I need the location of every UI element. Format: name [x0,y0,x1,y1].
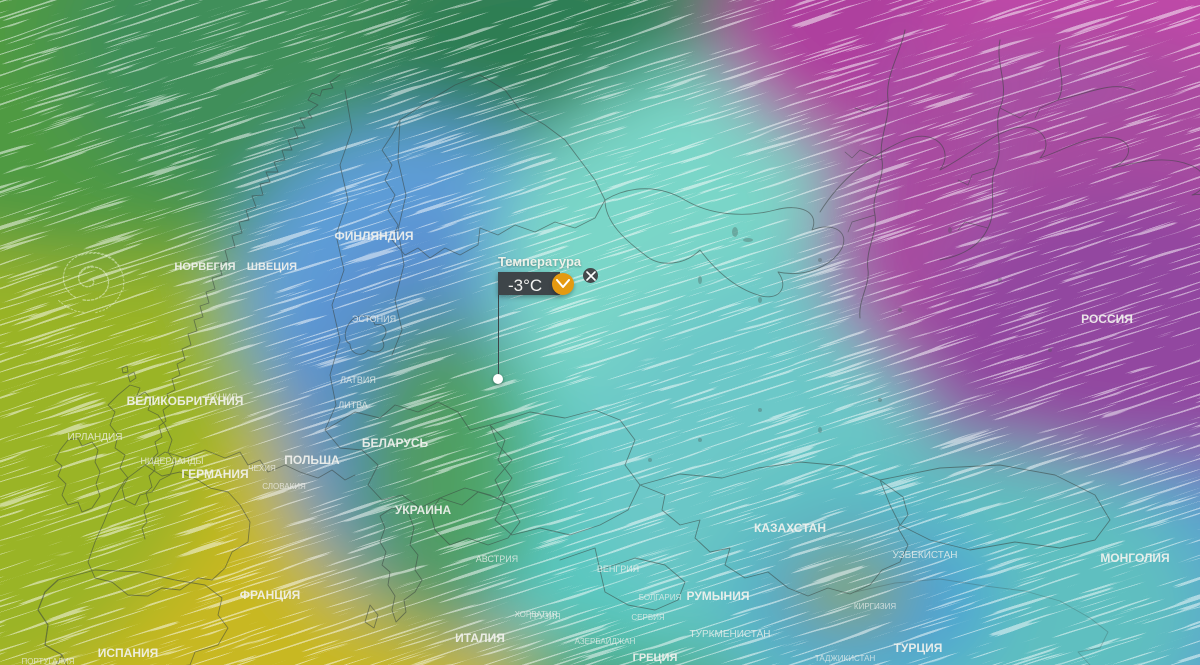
svg-text:АВСТРИЯ: АВСТРИЯ [476,554,518,564]
svg-text:ЛИТВА: ЛИТВА [338,400,368,410]
svg-text:ЧЕХИЯ: ЧЕХИЯ [248,464,276,473]
svg-text:ИТАЛИЯ: ИТАЛИЯ [455,631,505,645]
svg-text:СЛОВАКИЯ: СЛОВАКИЯ [262,482,306,491]
svg-text:ГРУЗИЯ: ГРУЗИЯ [530,612,561,621]
svg-text:ТУРЦИЯ: ТУРЦИЯ [894,641,943,655]
svg-text:ТУРКМЕНИСТАН: ТУРКМЕНИСТАН [690,629,771,640]
svg-text:РОССИЯ: РОССИЯ [1081,312,1133,326]
svg-text:ИСПАНИЯ: ИСПАНИЯ [98,646,159,660]
svg-text:НОРВЕГИЯ: НОРВЕГИЯ [174,261,235,273]
svg-text:КИРГИЗИЯ: КИРГИЗИЯ [854,602,896,611]
svg-text:НИДЕРЛАНДЫ: НИДЕРЛАНДЫ [140,456,203,466]
svg-text:БОЛГАРИЯ: БОЛГАРИЯ [639,593,682,602]
svg-text:ЭСТОНИЯ: ЭСТОНИЯ [352,314,396,324]
svg-text:ГРЕЦИЯ: ГРЕЦИЯ [633,652,678,664]
svg-text:ФИНЛЯНДИЯ: ФИНЛЯНДИЯ [334,229,413,243]
svg-text:СЕРБИЯ: СЕРБИЯ [631,613,664,622]
svg-text:ФРАНЦИЯ: ФРАНЦИЯ [240,588,301,602]
svg-text:ГЕРМАНИЯ: ГЕРМАНИЯ [181,467,248,481]
svg-text:АЗЕРБАЙДЖАН: АЗЕРБАЙДЖАН [575,637,636,646]
svg-text:РУМЫНИЯ: РУМЫНИЯ [687,589,750,603]
svg-text:ТАДЖИКИСТАН: ТАДЖИКИСТАН [815,654,876,663]
svg-text:МОНГОЛИЯ: МОНГОЛИЯ [1100,551,1169,565]
svg-text:КАЗАХСТАН: КАЗАХСТАН [754,521,826,535]
svg-text:ЛАТВИЯ: ЛАТВИЯ [340,375,376,385]
svg-text:УКРАИНА: УКРАИНА [395,503,452,517]
svg-text:ИРЛАНДИЯ: ИРЛАНДИЯ [68,432,123,443]
svg-text:УЗБЕКИСТАН: УЗБЕКИСТАН [893,550,958,561]
svg-text:ПОЛЬША: ПОЛЬША [284,453,340,467]
svg-text:ПОРТУГАЛИЯ: ПОРТУГАЛИЯ [21,657,74,665]
svg-text:ШВЕЦИЯ: ШВЕЦИЯ [247,261,297,273]
svg-text:БЕЛАРУСЬ: БЕЛАРУСЬ [362,436,429,450]
svg-text:ДАНИЯ: ДАНИЯ [206,392,238,402]
svg-text:ВЕНГРИЯ: ВЕНГРИЯ [597,564,639,574]
